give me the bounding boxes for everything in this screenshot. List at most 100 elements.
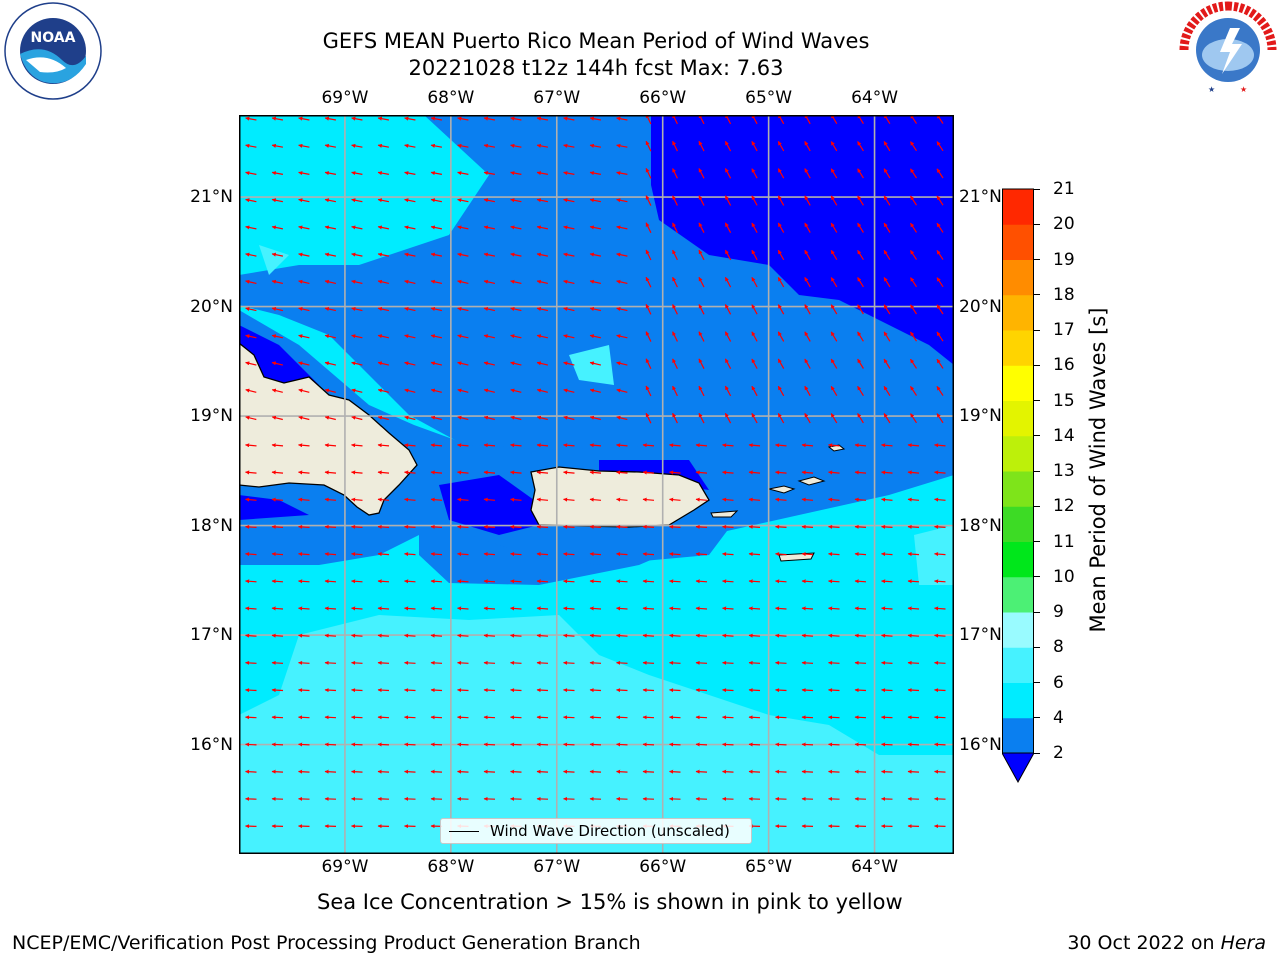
wind-wave-arrow [457,497,469,502]
wind-wave-arrow [510,143,522,148]
wind-wave-arrow [695,715,708,720]
wind-wave-arrow [324,143,337,148]
colorbar [1002,188,1034,783]
wind-wave-arrow [510,307,522,312]
wind-wave-arrow [881,552,893,557]
wind-wave-arrow [536,769,549,774]
colorbar-segment [1002,612,1034,648]
wind-wave-arrow [589,742,602,747]
wind-wave-arrow [351,334,363,339]
wind-wave-arrow [510,769,522,774]
wind-wave-arrow [404,497,416,502]
wind-wave-arrow [483,552,496,557]
wind-wave-arrow [645,331,652,342]
wind-wave-arrow [672,276,678,288]
wind-wave-arrow [804,385,811,397]
wind-wave-arrow [616,171,628,176]
wind-wave-arrow [801,633,814,638]
wind-wave-arrow [457,334,469,339]
colorbar-tick-mark [1034,576,1040,578]
colorbar-tick-mark [1034,682,1040,683]
wind-wave-arrow [883,331,891,342]
wind-wave-arrow [883,277,891,288]
wind-wave-arrow [934,688,946,693]
wind-wave-arrow [298,470,310,475]
wind-wave-arrow [536,225,549,230]
wind-wave-arrow [563,497,575,502]
wind-wave-arrow [563,225,575,230]
wind-wave-arrow [563,660,575,665]
wind-wave-arrow [483,361,496,366]
wind-wave-arrow [669,497,681,502]
wind-wave-arrow [669,470,681,475]
wind-wave-arrow [377,497,390,502]
wind-wave-arrow [804,358,811,369]
lat-tick-label-right: 17°N [959,625,1002,646]
wind-wave-arrow [804,277,811,288]
colorbar-tick-label: 14 [1053,425,1075,446]
wind-wave-arrow [536,470,549,475]
wind-wave-arrow [351,307,363,312]
wind-wave-arrow [430,307,443,312]
wind-wave-arrow [536,606,549,611]
colorbar-tick-label: 8 [1053,637,1064,658]
wind-wave-arrow [589,171,602,176]
wind-wave-arrow [883,141,891,152]
wind-wave-arrow [324,252,337,257]
wind-wave-arrow [298,497,310,502]
wind-wave-arrow [775,633,787,638]
colorbar-tick-mark [1034,294,1040,296]
wind-wave-arrow [589,279,602,284]
wind-wave-arrow [430,443,443,448]
colorbar-tick-label: 19 [1053,249,1075,270]
wind-wave-arrow [936,386,944,396]
wind-wave-arrow [801,688,814,693]
wind-wave-arrow [298,334,310,339]
wind-wave-arrow [245,660,257,665]
wind-wave-arrow [722,633,734,638]
wind-wave-arrow [324,497,337,502]
wind-wave-arrow [669,524,681,529]
wind-wave-arrow [536,688,549,693]
wind-wave-arrow [324,443,337,448]
wind-wave-arrow [907,715,920,720]
wind-wave-arrow [271,279,284,284]
wind-wave-arrow [589,443,602,448]
wind-wave-arrow [907,443,920,448]
wind-wave-arrow [536,279,549,284]
wind-wave-arrow [245,443,257,448]
wind-wave-arrow [271,307,284,312]
wind-wave-arrow [909,168,918,179]
wind-wave-arrow [830,277,838,288]
wind-wave-arrow [404,688,416,693]
wind-wave-arrow [804,304,811,315]
lat-tick-label-left: 17°N [190,625,233,646]
wind-wave-arrow [642,470,655,475]
colorbar-tick-mark [1034,611,1040,613]
wind-wave-arrow [854,443,867,448]
wind-wave-arrow [404,660,416,665]
wind-wave-arrow [563,633,575,638]
wind-wave-arrow [777,358,785,369]
wind-wave-arrow [724,195,732,206]
wind-wave-arrow [404,334,416,339]
wind-wave-arrow [377,524,390,529]
wind-wave-arrow [483,116,496,121]
wind-wave-arrow [642,769,655,774]
colorbar-tick-label: 2 [1053,743,1064,763]
wave-period-field-6-8 [239,615,954,854]
wind-wave-arrow [616,497,628,502]
wind-wave-arrow [883,168,891,179]
colorbar-segment [1002,717,1034,754]
wind-wave-arrow [324,171,337,176]
wind-wave-arrow [777,304,785,315]
wind-wave-arrow [430,279,443,284]
wind-wave-arrow [483,415,495,421]
colorbar-tick-label: 11 [1053,531,1075,552]
wind-wave-arrow [589,497,602,502]
wind-wave-arrow [777,413,785,424]
wind-wave-arrow [589,388,601,393]
wind-wave-arrow [536,633,549,638]
wind-wave-arrow [936,141,944,152]
wind-wave-arrow [351,116,363,121]
